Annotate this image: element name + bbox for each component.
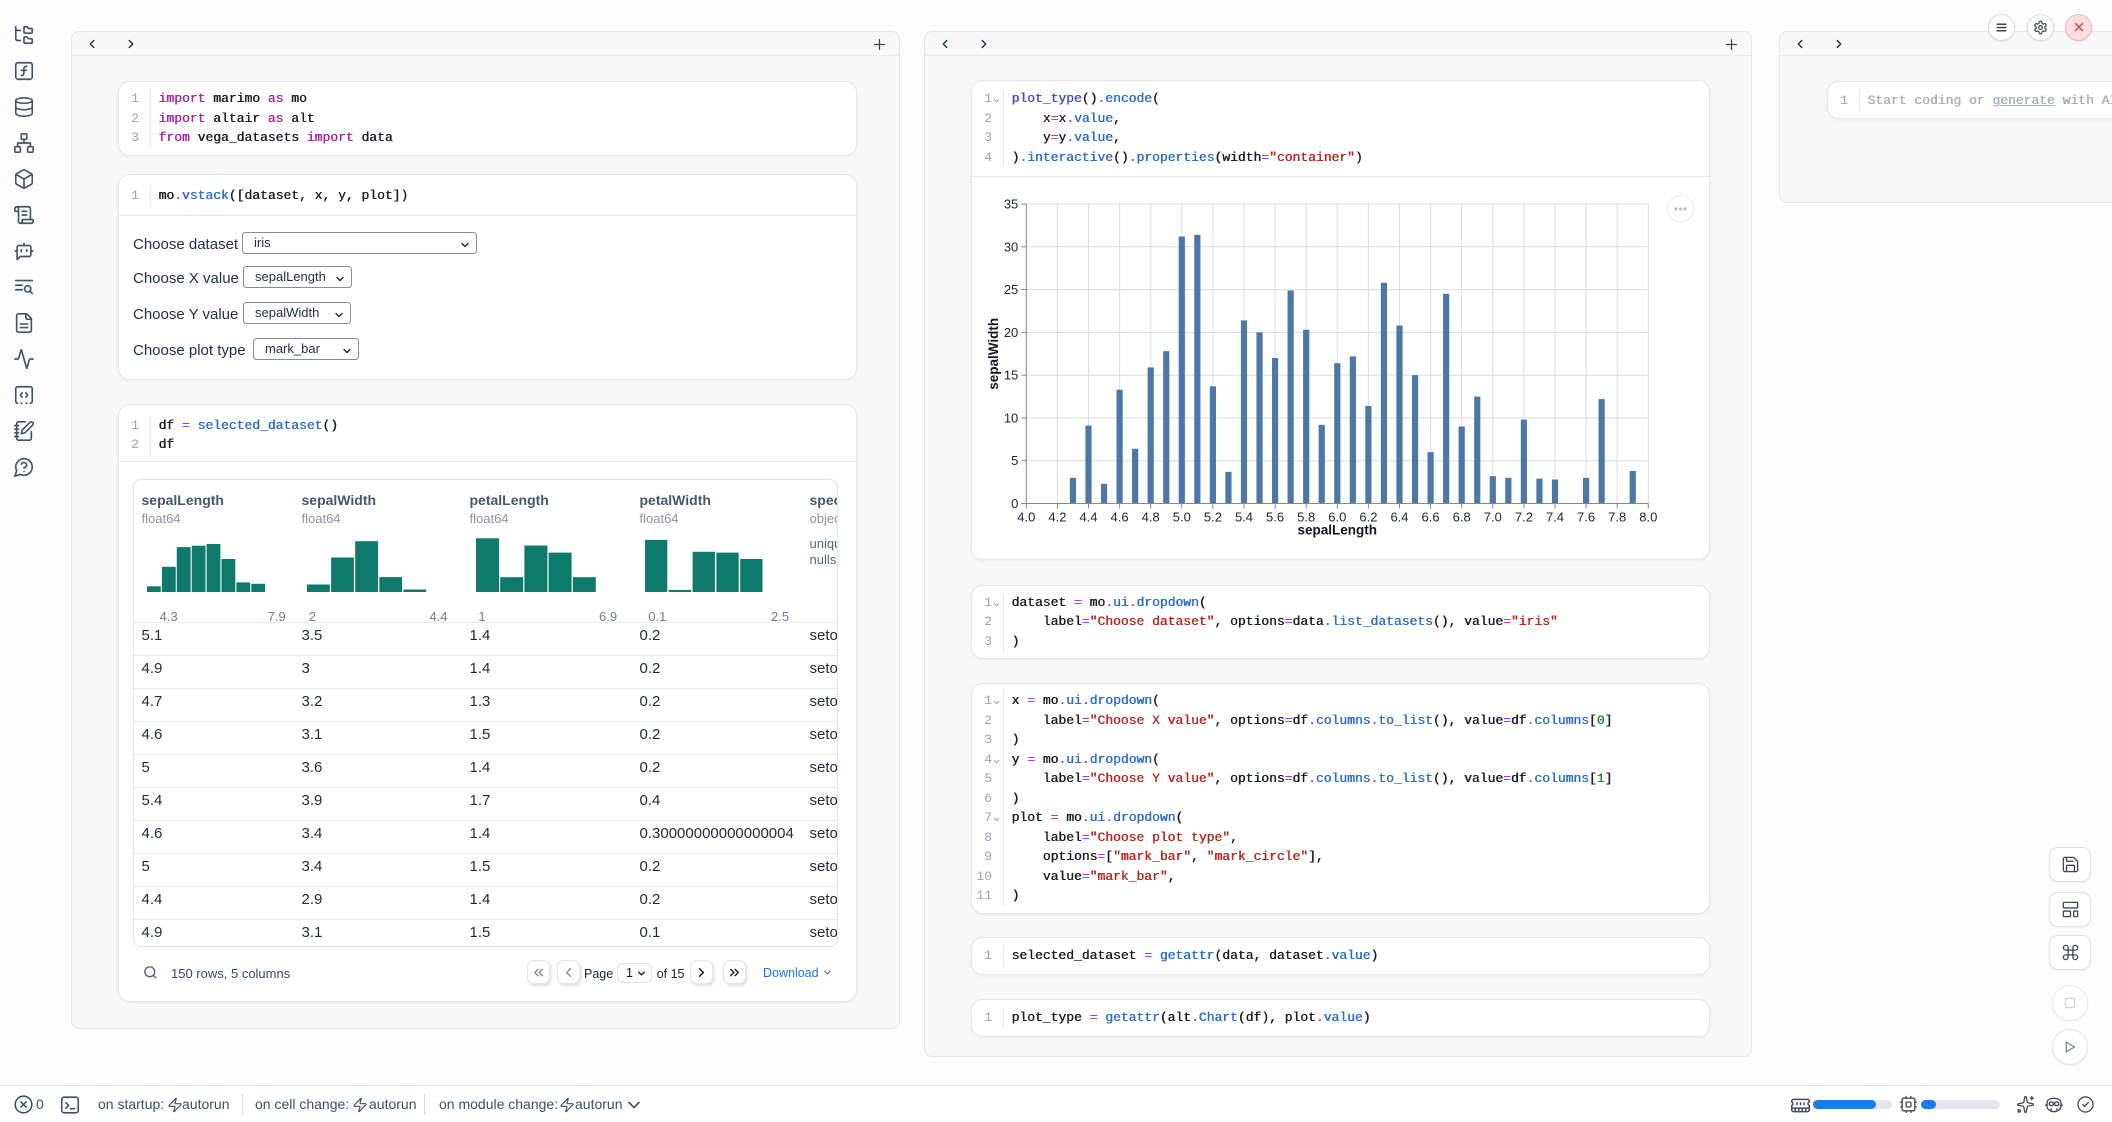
svg-text:4.6: 4.6	[1111, 509, 1129, 524]
svg-text:7.0: 7.0	[1484, 509, 1502, 524]
svg-text:5.2: 5.2	[1204, 509, 1222, 524]
svg-text:4.2: 4.2	[1048, 509, 1066, 524]
svg-text:5: 5	[1011, 453, 1018, 468]
svg-text:6.8: 6.8	[1453, 509, 1471, 524]
svg-text:15: 15	[1004, 367, 1018, 382]
svg-text:5.0: 5.0	[1173, 509, 1191, 524]
svg-text:4.0: 4.0	[1017, 509, 1035, 524]
svg-text:6.4: 6.4	[1390, 509, 1408, 524]
svg-text:5.4: 5.4	[1235, 509, 1253, 524]
svg-text:7.8: 7.8	[1608, 509, 1626, 524]
svg-text:25: 25	[1004, 282, 1018, 297]
svg-text:8.0: 8.0	[1639, 509, 1657, 524]
svg-text:5.6: 5.6	[1266, 509, 1284, 524]
svg-text:6.2: 6.2	[1359, 509, 1377, 524]
svg-text:5.8: 5.8	[1297, 509, 1315, 524]
svg-text:sepalWidth: sepalWidth	[986, 317, 1001, 389]
svg-text:4.4: 4.4	[1079, 509, 1097, 524]
svg-text:7.4: 7.4	[1546, 509, 1564, 524]
svg-text:4.8: 4.8	[1142, 509, 1160, 524]
svg-text:7.6: 7.6	[1577, 509, 1595, 524]
svg-text:6.0: 6.0	[1328, 509, 1346, 524]
svg-text:20: 20	[1004, 324, 1018, 339]
svg-text:7.2: 7.2	[1515, 509, 1533, 524]
svg-text:35: 35	[1004, 196, 1018, 211]
svg-text:30: 30	[1004, 239, 1018, 254]
svg-text:6.6: 6.6	[1422, 509, 1440, 524]
svg-text:10: 10	[1004, 410, 1018, 425]
svg-text:sepalLength: sepalLength	[1298, 522, 1378, 537]
svg-text:0: 0	[1011, 496, 1018, 511]
